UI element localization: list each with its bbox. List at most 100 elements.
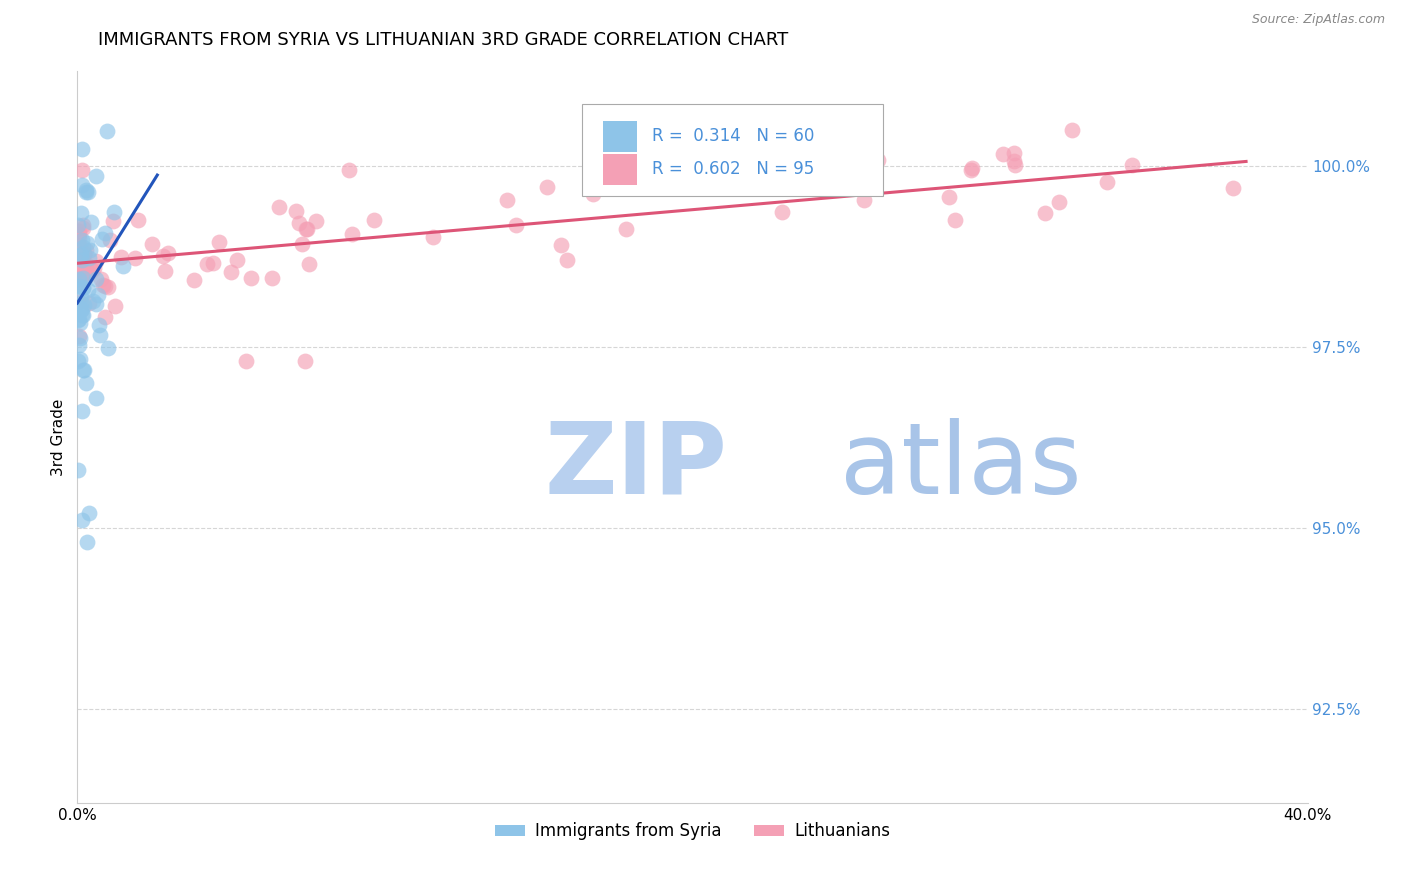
Point bbox=[69, 268, 91, 282]
Point bbox=[77, 186, 100, 200]
Point bbox=[67, 260, 90, 275]
Point bbox=[82, 293, 104, 308]
Point bbox=[1095, 176, 1118, 190]
Point bbox=[1062, 122, 1084, 136]
Point bbox=[1033, 205, 1056, 219]
Point bbox=[72, 220, 94, 235]
Point bbox=[110, 250, 132, 264]
Point bbox=[66, 278, 89, 293]
Point bbox=[305, 214, 328, 228]
Point bbox=[75, 183, 97, 197]
Point bbox=[291, 236, 314, 251]
Point bbox=[67, 295, 90, 310]
Point bbox=[76, 535, 98, 549]
Point bbox=[67, 300, 90, 314]
Point bbox=[67, 264, 90, 278]
Point bbox=[69, 249, 91, 263]
Point bbox=[75, 270, 97, 285]
Point bbox=[94, 227, 117, 241]
Point bbox=[77, 506, 100, 520]
Point bbox=[298, 257, 321, 271]
Point bbox=[96, 124, 118, 138]
Point bbox=[80, 215, 103, 229]
Point bbox=[103, 205, 125, 219]
Point bbox=[868, 153, 890, 167]
Point bbox=[87, 288, 110, 302]
Point bbox=[76, 236, 98, 251]
Point bbox=[770, 205, 793, 219]
Point bbox=[70, 290, 93, 304]
Point bbox=[69, 206, 91, 220]
Point bbox=[73, 298, 96, 312]
Point bbox=[363, 212, 385, 227]
Point bbox=[67, 224, 90, 238]
Text: atlas: atlas bbox=[841, 417, 1081, 515]
Point bbox=[938, 190, 960, 204]
Point bbox=[1004, 157, 1026, 171]
Point bbox=[1047, 195, 1070, 210]
Bar bbox=[603, 121, 637, 152]
Point bbox=[219, 265, 242, 279]
Point bbox=[790, 157, 813, 171]
Point bbox=[536, 179, 558, 194]
Point bbox=[80, 263, 103, 277]
Point bbox=[69, 248, 91, 262]
Point bbox=[70, 163, 93, 178]
Point bbox=[67, 231, 90, 245]
Point bbox=[70, 142, 93, 156]
Point bbox=[72, 308, 94, 322]
Point bbox=[294, 354, 316, 368]
Point bbox=[183, 273, 205, 287]
Point bbox=[70, 266, 93, 280]
Point bbox=[1002, 154, 1025, 169]
Point bbox=[67, 250, 90, 264]
Point bbox=[89, 327, 111, 342]
Point bbox=[70, 178, 93, 192]
Point bbox=[76, 283, 98, 297]
Point bbox=[97, 279, 120, 293]
Text: IMMIGRANTS FROM SYRIA VS LITHUANIAN 3RD GRADE CORRELATION CHART: IMMIGRANTS FROM SYRIA VS LITHUANIAN 3RD … bbox=[98, 31, 789, 49]
Point bbox=[288, 216, 311, 230]
Point bbox=[69, 251, 91, 265]
Point bbox=[67, 312, 90, 326]
Point bbox=[72, 271, 94, 285]
Point bbox=[70, 513, 93, 527]
Point bbox=[195, 257, 218, 271]
Point bbox=[69, 331, 91, 345]
Point bbox=[555, 253, 578, 268]
Point bbox=[337, 162, 360, 177]
Point bbox=[127, 212, 149, 227]
Text: R =  0.602   N = 95: R = 0.602 N = 95 bbox=[652, 161, 814, 178]
Point bbox=[1222, 181, 1244, 195]
Point bbox=[943, 213, 966, 227]
Point bbox=[852, 194, 875, 208]
Point bbox=[67, 237, 90, 252]
Point bbox=[72, 240, 94, 254]
Point bbox=[72, 218, 94, 232]
Point bbox=[91, 278, 114, 293]
Point bbox=[260, 271, 283, 285]
Point bbox=[152, 249, 174, 263]
Point bbox=[1002, 145, 1025, 160]
Point bbox=[83, 260, 105, 275]
Point bbox=[94, 310, 117, 324]
Point bbox=[84, 272, 107, 286]
Point bbox=[112, 260, 135, 274]
Point bbox=[97, 341, 120, 355]
Point bbox=[70, 302, 93, 317]
Point bbox=[582, 187, 605, 202]
Point bbox=[84, 254, 107, 268]
Point bbox=[156, 246, 179, 260]
Point bbox=[269, 200, 291, 214]
Point bbox=[90, 232, 114, 246]
Point bbox=[98, 233, 121, 247]
Text: Source: ZipAtlas.com: Source: ZipAtlas.com bbox=[1251, 13, 1385, 27]
Point bbox=[70, 308, 93, 322]
Point bbox=[70, 252, 93, 267]
Point bbox=[70, 302, 93, 317]
Point bbox=[69, 316, 91, 330]
Point bbox=[295, 221, 318, 235]
Point bbox=[75, 264, 97, 278]
Point bbox=[225, 253, 247, 268]
Point bbox=[66, 353, 89, 368]
